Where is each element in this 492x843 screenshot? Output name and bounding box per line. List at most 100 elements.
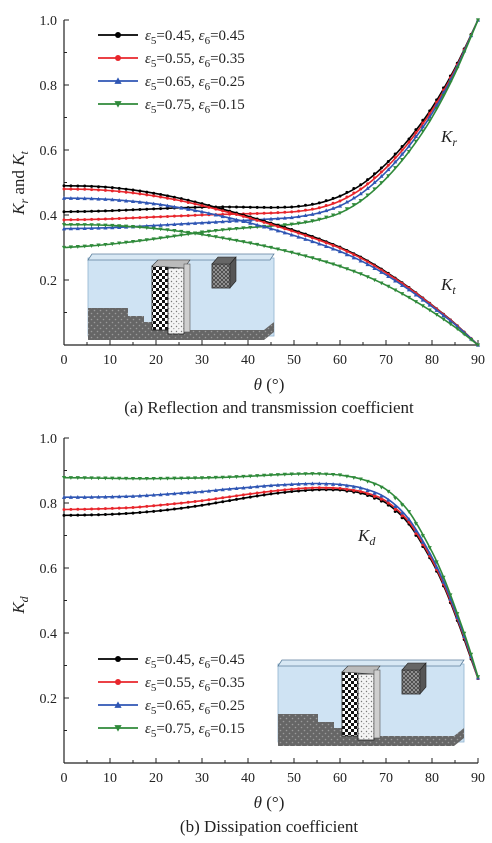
- porous-wall-front: [151, 265, 169, 331]
- data-point: [275, 473, 280, 477]
- data-point: [234, 475, 239, 479]
- data-point: [172, 476, 177, 481]
- data-point: [276, 491, 280, 495]
- data-point: [83, 507, 87, 511]
- data-point: [124, 494, 129, 499]
- seabed-step-1: [278, 714, 318, 738]
- data-point: [310, 219, 315, 224]
- x-tick-label: 20: [149, 353, 163, 368]
- data-point: [68, 226, 73, 231]
- data-point: [248, 474, 253, 479]
- data-point: [130, 199, 136, 204]
- x-tick-label: 40: [241, 771, 255, 786]
- data-point: [372, 278, 377, 283]
- data-point: [255, 242, 260, 247]
- data-point: [448, 593, 453, 598]
- data-point: [427, 119, 432, 124]
- data-point: [427, 308, 432, 313]
- data-point: [282, 215, 287, 220]
- data-point: [159, 503, 163, 507]
- data-point: [331, 472, 336, 477]
- data-point: [386, 489, 391, 494]
- data-point: [455, 327, 460, 332]
- data-point: [103, 242, 108, 247]
- data-point: [193, 500, 197, 504]
- data-point: [275, 228, 280, 233]
- data-point: [366, 182, 370, 186]
- data-point: [441, 579, 446, 584]
- data-point: [255, 205, 259, 209]
- data-point: [304, 488, 307, 492]
- data-point: [407, 140, 411, 144]
- data-point: [117, 224, 122, 229]
- data-point: [227, 475, 232, 480]
- data-point: [366, 260, 370, 264]
- data-point: [103, 217, 107, 221]
- data-point: [172, 234, 177, 239]
- data-point: [200, 503, 204, 507]
- series-4: [61, 472, 481, 679]
- data-point: [365, 186, 370, 190]
- data-point: [61, 226, 67, 231]
- data-point: [200, 213, 204, 217]
- data-point: [138, 216, 142, 220]
- data-point: [61, 196, 67, 200]
- data-point: [282, 249, 287, 253]
- data-point: [151, 223, 156, 228]
- data-point: [337, 473, 343, 478]
- data-point: [434, 103, 439, 107]
- y-axis-label-a: Kr and Kt: [9, 150, 31, 215]
- data-point: [379, 270, 384, 274]
- legend-label: ε5=0.55, ε6=0.35: [145, 51, 245, 70]
- data-point: [69, 184, 73, 188]
- data-point: [373, 176, 376, 180]
- data-point: [228, 205, 232, 209]
- series-kr-2: [62, 18, 480, 222]
- data-point: [90, 209, 94, 213]
- y-tick-label: 0.2: [40, 274, 58, 289]
- series-kr-3: [61, 17, 481, 231]
- data-point: [179, 501, 183, 505]
- data-point: [262, 473, 267, 478]
- plot-area-b: 0 10 20 30 40 50 60 70 80 90 0.2 0.4 0.6 0.8 1.0: [40, 432, 486, 786]
- data-point: [62, 184, 66, 188]
- data-point: [117, 217, 121, 221]
- data-point: [475, 343, 481, 348]
- data-point: [75, 223, 80, 227]
- x-tick-label: 90: [471, 353, 485, 368]
- data-point: [220, 487, 225, 492]
- data-point: [179, 229, 184, 234]
- legend-swatch-marker: [114, 725, 122, 732]
- legend-swatch-marker: [114, 101, 122, 108]
- data-point: [179, 205, 184, 210]
- data-point: [297, 209, 301, 213]
- data-point: [220, 214, 225, 219]
- data-point: [366, 178, 370, 182]
- data-point: [144, 476, 149, 481]
- data-point: [324, 244, 329, 249]
- panel-a-reflection-transmission: 0 10 20 30 40 50 60 70 80 90 0.2 0.4 0.6 0.8 1.0 ε5=0.…: [9, 14, 485, 417]
- data-point: [303, 481, 308, 486]
- data-point: [61, 245, 67, 250]
- data-point: [151, 201, 156, 206]
- x-tick-label: 0: [61, 353, 68, 368]
- data-point: [193, 213, 197, 217]
- data-point: [83, 513, 87, 517]
- data-point: [145, 207, 149, 211]
- data-point: [400, 283, 405, 287]
- data-point: [165, 235, 170, 240]
- data-point: [290, 490, 294, 494]
- data-point: [351, 203, 356, 207]
- data-point: [130, 476, 136, 481]
- data-point: [428, 112, 432, 116]
- data-point: [130, 494, 136, 498]
- data-point: [221, 205, 225, 209]
- data-point: [331, 486, 335, 490]
- x-tick-label: 90: [471, 771, 485, 786]
- data-point: [358, 258, 363, 263]
- x-tick-label: 80: [425, 353, 439, 368]
- data-point: [234, 238, 239, 243]
- data-point: [186, 505, 190, 509]
- data-point: [158, 223, 163, 227]
- data-point: [124, 511, 128, 515]
